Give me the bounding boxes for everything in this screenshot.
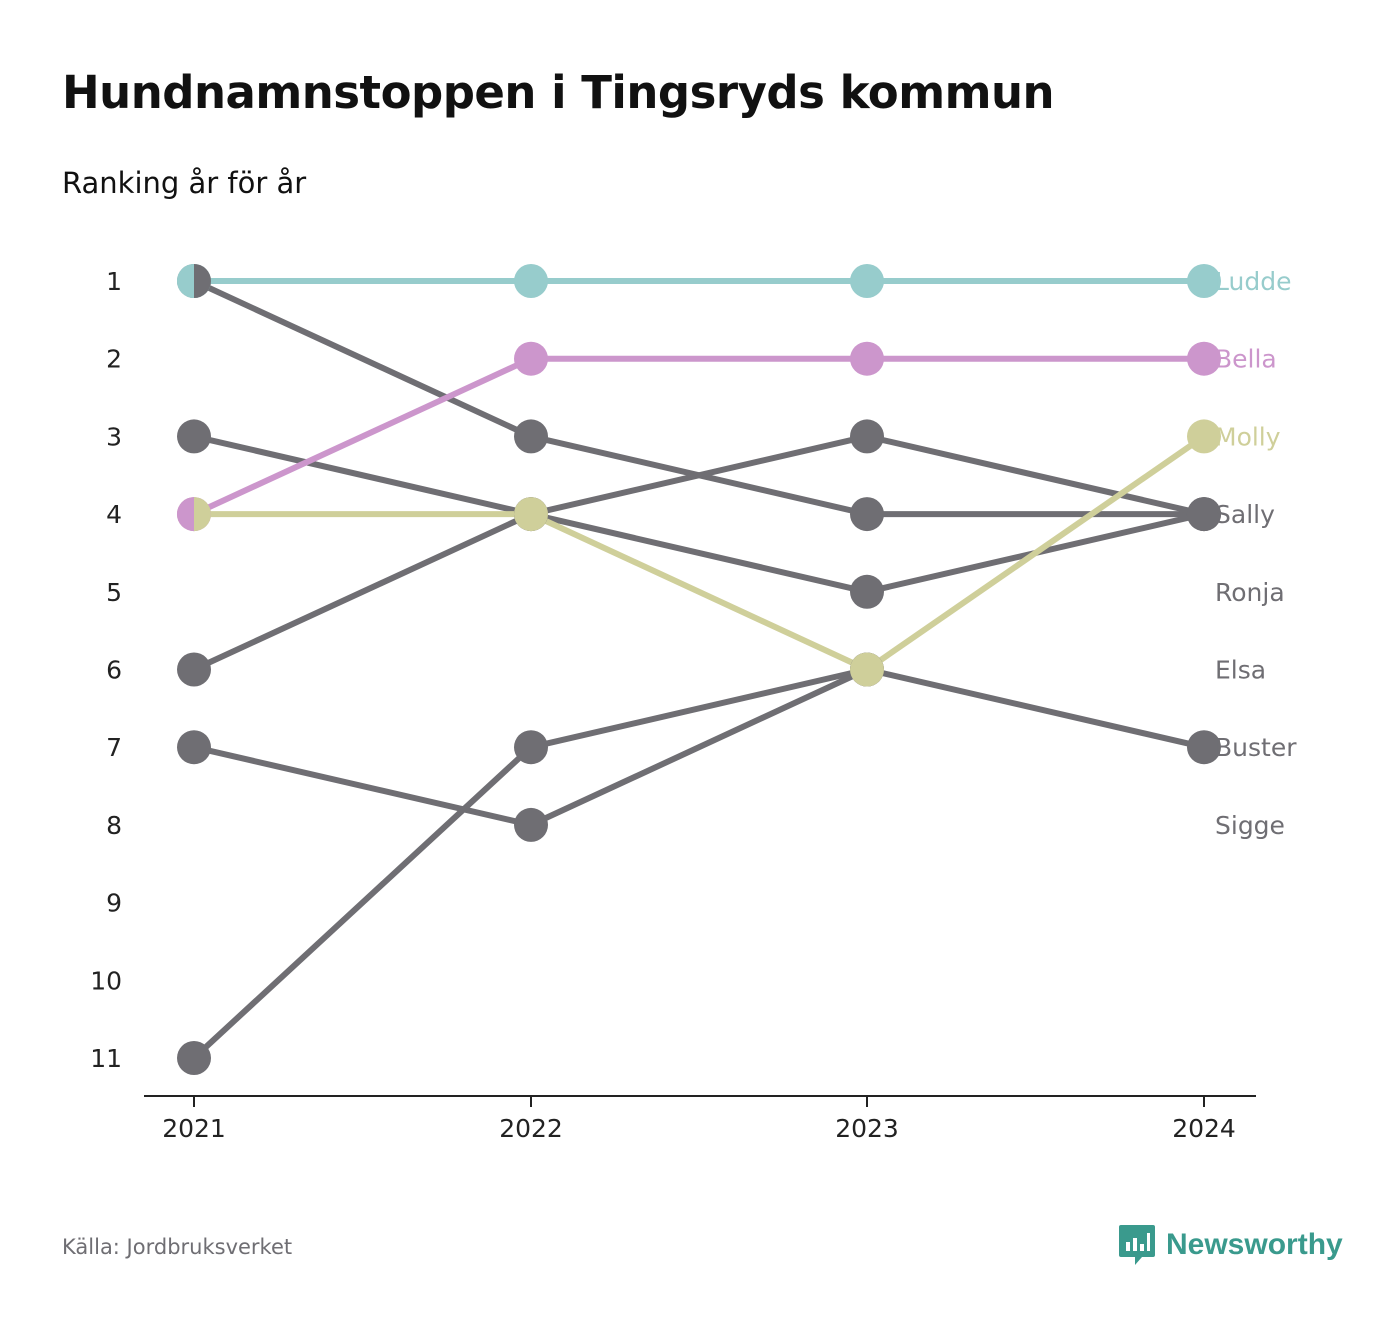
x-tick-label: 2024 xyxy=(1172,1114,1236,1143)
series-labels: Ludde Bella Molly Sally Ronja Elsa Buster Sigge xyxy=(1215,267,1297,840)
point-elsa xyxy=(1187,497,1221,532)
x-axis: 2021 2022 2023 2024 xyxy=(144,1095,1256,1143)
x-tick-label: 2021 xyxy=(162,1114,226,1143)
point-ludde xyxy=(514,264,548,298)
chart-title: Hundnamnstoppen i Tingsryds kommun xyxy=(62,66,1055,119)
point-ludde xyxy=(850,264,884,298)
series-label-bella: Bella xyxy=(1215,345,1277,374)
point-ludde xyxy=(1187,264,1221,298)
point-bella-split xyxy=(177,497,194,532)
point-bella xyxy=(850,341,884,376)
y-tick-label: 3 xyxy=(106,422,122,451)
y-tick-label: 1 xyxy=(106,267,122,296)
x-tick-label: 2022 xyxy=(499,1114,563,1143)
series-line-elsa xyxy=(191,433,1207,673)
y-tick-label: 11 xyxy=(90,1044,122,1073)
point-buster xyxy=(177,1041,211,1075)
point-elsa xyxy=(177,652,211,687)
point-sally xyxy=(514,419,548,454)
source-note: Källa: Jordbruksverket xyxy=(62,1235,293,1259)
point-molly xyxy=(850,652,884,687)
highlighted-series-lines xyxy=(191,278,1207,673)
series-label-molly: Molly xyxy=(1215,422,1281,451)
series-label-sally: Sally xyxy=(1215,500,1275,529)
y-tick-label: 10 xyxy=(90,966,122,995)
y-tick-label: 6 xyxy=(106,656,122,685)
y-tick-label: 9 xyxy=(106,889,122,918)
point-molly-split xyxy=(194,497,211,532)
bump-chart: 1 2 3 4 5 6 7 8 9 10 11 2021 2022 2023 2024 Ludde Bell… xyxy=(90,264,1297,1143)
point-buster xyxy=(514,730,548,765)
series-line-buster xyxy=(191,666,1207,1061)
point-ronja xyxy=(850,574,884,609)
y-tick-label: 4 xyxy=(106,500,122,529)
point-molly xyxy=(1187,419,1221,454)
point-elsa xyxy=(850,419,884,454)
point-sally-split xyxy=(194,264,211,298)
point-sigge xyxy=(514,807,548,842)
series-label-sigge: Sigge xyxy=(1215,811,1285,840)
y-tick-label: 8 xyxy=(106,811,122,840)
series-label-ronja: Ronja xyxy=(1215,578,1285,607)
brand-name: Newsworthy xyxy=(1166,1228,1343,1261)
point-buster xyxy=(1187,730,1221,765)
chart-subtitle: Ranking år för år xyxy=(62,166,307,200)
series-label-buster: Buster xyxy=(1215,733,1297,762)
point-sally xyxy=(850,497,884,532)
point-bella xyxy=(514,341,548,376)
point-bella xyxy=(1187,341,1221,376)
series-line-bella xyxy=(191,355,1207,518)
newsworthy-logo-icon xyxy=(1119,1225,1155,1265)
y-tick-label: 7 xyxy=(106,733,122,762)
series-label-ludde: Ludde xyxy=(1215,267,1291,296)
series-line-molly xyxy=(191,433,1207,673)
point-ludde-split xyxy=(177,264,194,298)
x-tick-label: 2023 xyxy=(835,1114,899,1143)
y-axis-ticks: 1 2 3 4 5 6 7 8 9 10 11 xyxy=(90,267,122,1073)
grey-series-lines xyxy=(191,278,1207,1061)
series-points xyxy=(177,264,1221,1075)
point-ronja xyxy=(177,419,211,454)
brand-logo: Newsworthy xyxy=(1118,1224,1343,1266)
point-sigge xyxy=(177,730,211,765)
y-tick-label: 2 xyxy=(106,345,122,374)
point-molly xyxy=(514,497,548,532)
y-tick-label: 5 xyxy=(106,578,122,607)
series-label-elsa: Elsa xyxy=(1215,656,1266,685)
